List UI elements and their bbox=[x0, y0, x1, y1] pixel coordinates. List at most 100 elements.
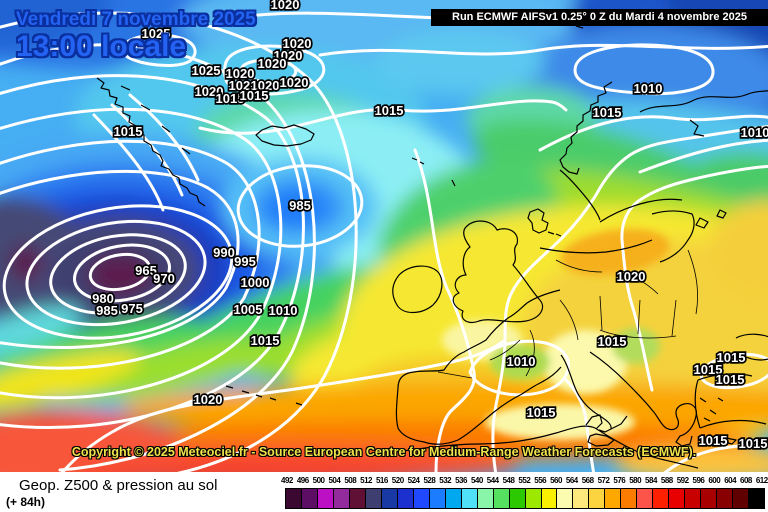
colorbar-tick: 504 bbox=[328, 476, 341, 485]
colorbar-tick: 492 bbox=[281, 476, 293, 485]
valid-date-block: Vendredi 7 novembre 2025 13:00 locale bbox=[16, 10, 256, 62]
colorbar-tick: 500 bbox=[312, 476, 325, 485]
colorbar-cell bbox=[413, 489, 430, 508]
colorbar-cell bbox=[701, 489, 718, 508]
isobar-value-label: 1010 bbox=[741, 125, 768, 140]
isobar-value-label: 1015 bbox=[598, 334, 627, 349]
isobar-value-label: 1020 bbox=[194, 392, 223, 407]
isobar-value-label: 1015 bbox=[716, 372, 745, 387]
isobar-value-label: 1015 bbox=[699, 433, 728, 448]
colorbar-cell bbox=[301, 489, 318, 508]
isobar-value-label: 1000 bbox=[241, 275, 270, 290]
colorbar-tick: 508 bbox=[344, 476, 357, 485]
colorbar-cell bbox=[509, 489, 526, 508]
isobar-value-label: 975 bbox=[121, 301, 143, 316]
map-canvas: 1020 1025 1020 1020 1020 1025 1020 1020 1020 1020… bbox=[0, 0, 768, 472]
colorbar-cell bbox=[445, 489, 462, 508]
isobar-value-label: 1015 bbox=[593, 105, 622, 120]
colorbar-cell bbox=[525, 489, 542, 508]
colorbar-cell bbox=[541, 489, 558, 508]
isobar-value-label: 1020 bbox=[271, 0, 300, 12]
isobar-value-label: 1005 bbox=[234, 302, 263, 317]
country-borders bbox=[437, 249, 698, 379]
colorbar-tick: 596 bbox=[692, 476, 705, 485]
colorbar-tick: 556 bbox=[534, 476, 547, 485]
isobar-value-label: 1020 bbox=[226, 66, 255, 81]
colorbar-cell bbox=[557, 489, 574, 508]
isobar-value-label: 1015 bbox=[375, 103, 404, 118]
colorbar-tick: 536 bbox=[455, 476, 467, 485]
colorbar-cell bbox=[477, 489, 494, 508]
colorbar-cell bbox=[605, 489, 622, 508]
isobar-value-label: 1020 bbox=[251, 78, 280, 93]
isobar-value-label: 1010 bbox=[634, 81, 663, 96]
colorbar-cell bbox=[717, 489, 734, 508]
isobar-value-label: 1015 bbox=[717, 350, 746, 365]
isobar-value-label: 1020 bbox=[258, 56, 287, 71]
colorbar-tick: 496 bbox=[296, 476, 309, 485]
colorbar-tick: 524 bbox=[407, 476, 420, 485]
colorbar-tick: 560 bbox=[550, 476, 562, 485]
colorbar-cell bbox=[493, 489, 510, 508]
colorbar bbox=[285, 488, 765, 509]
colorbar-cell bbox=[333, 489, 350, 508]
valid-time-text: 13:00 locale bbox=[16, 29, 187, 63]
colorbar-tick: 608 bbox=[740, 476, 752, 485]
colorbar-cell bbox=[637, 489, 654, 508]
isobar-value-label: 1015 bbox=[216, 91, 245, 106]
isobar-value-label: 965 bbox=[135, 263, 157, 278]
isobar-value-label: 1010 bbox=[269, 303, 298, 318]
isobar-value-label: 1020 bbox=[283, 36, 312, 51]
colorbar-tick: 544 bbox=[486, 476, 499, 485]
isobar-lines bbox=[0, 10, 768, 472]
colorbar-tick: 528 bbox=[423, 476, 436, 485]
isobar-value-label: 1015 bbox=[527, 405, 556, 420]
colorbar-tick: 576 bbox=[613, 476, 626, 485]
colorbar-tick: 548 bbox=[502, 476, 515, 485]
isobar-value-label: 970 bbox=[153, 271, 175, 286]
colorbar-tick: 512 bbox=[360, 476, 372, 485]
colorbar-tick: 572 bbox=[597, 476, 610, 485]
isobar-value-label: 1015 bbox=[251, 333, 280, 348]
legend-footer: Geop. Z500 & pression au sol (+ 84h) 492… bbox=[0, 472, 768, 512]
colorbar-cell bbox=[589, 489, 606, 508]
isobar-value-label: 1010 bbox=[507, 354, 536, 369]
isobar-value-label: 980 bbox=[92, 291, 114, 306]
colorbar-tick: 584 bbox=[645, 476, 657, 485]
isobar-value-label: 1015 bbox=[240, 88, 269, 103]
colorbar-tick: 564 bbox=[565, 476, 578, 485]
colorbar-cell bbox=[669, 489, 686, 508]
isobar-value-label: 1015 bbox=[114, 124, 143, 139]
colorbar-cell bbox=[685, 489, 702, 508]
isobar-value-label: 985 bbox=[289, 198, 311, 213]
colorbar-cell bbox=[429, 489, 446, 508]
forecast-lead-time: (+ 84h) bbox=[6, 495, 46, 509]
isobar-value-label: 990 bbox=[213, 245, 235, 260]
isobar-value-label: 985 bbox=[96, 303, 118, 318]
colorbar-tick: 580 bbox=[629, 476, 642, 485]
colorbar-tick: 540 bbox=[470, 476, 483, 485]
legend-title: Geop. Z500 & pression au sol bbox=[19, 477, 218, 494]
colorbar-tick-labels: 492 496 500 504 508 512 516 520 524 528 532 536 540 5… bbox=[281, 476, 768, 485]
colorbar-cell bbox=[653, 489, 670, 508]
colorbar-tick: 532 bbox=[439, 476, 452, 485]
copyright-text: Copyright © 2025 Meteociel.fr - Source E… bbox=[71, 445, 697, 459]
colorbar-cell bbox=[621, 489, 638, 508]
isobar-value-label: 1020 bbox=[280, 75, 309, 90]
isobar-value-label: 1020 bbox=[229, 78, 258, 93]
colorbar-cell bbox=[286, 489, 302, 508]
isobar-value-label: 1020 bbox=[617, 269, 646, 284]
colorbar-cell bbox=[573, 489, 590, 508]
colorbar-cell bbox=[749, 489, 765, 508]
model-run-banner: Run ECMWF AIFSv1 0.25° 0 Z du Mardi 4 no… bbox=[431, 9, 768, 26]
isobar-value-label: 1020 bbox=[195, 84, 224, 99]
isobar-value-label: 1015 bbox=[739, 436, 768, 451]
colorbar-tick: 612 bbox=[755, 476, 768, 485]
colorbar-cell bbox=[733, 489, 750, 508]
colorbar-tick: 568 bbox=[581, 476, 594, 485]
isobar-value-label: 995 bbox=[234, 254, 256, 269]
colorbar-tick: 604 bbox=[724, 476, 737, 485]
